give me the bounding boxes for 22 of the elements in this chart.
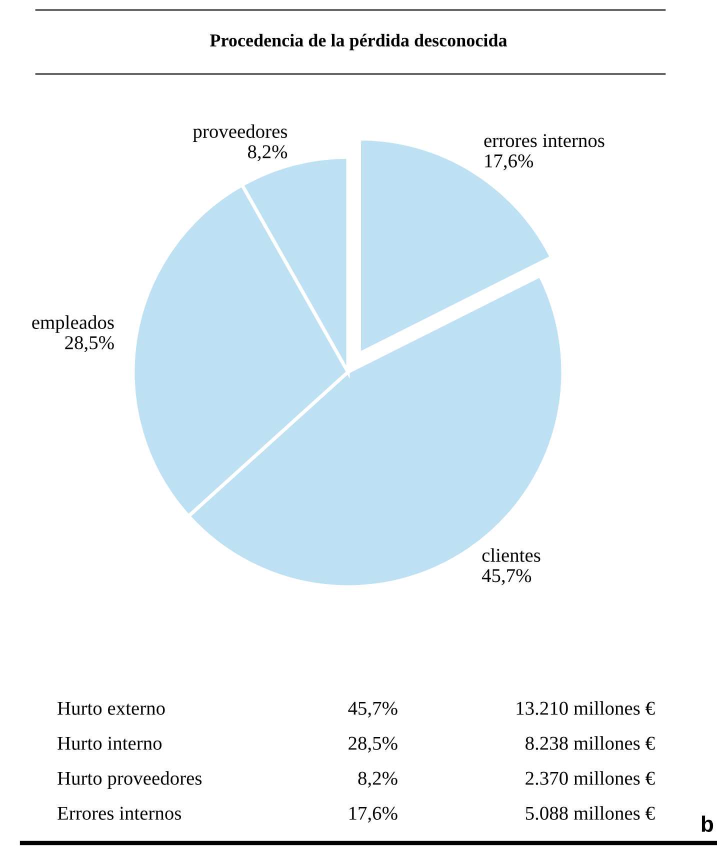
text: Hurto externo [58,702,165,715]
data-label: 8,2% [248,145,288,162]
text: 17,6% [349,806,398,823]
text: Errores internos [58,806,182,820]
chart-title: Procedencia de la pérdida desconocida [210,34,508,50]
text: 2.370 millones € [526,771,655,785]
text: b [702,816,714,832]
text: 13.210 millones € [516,701,655,715]
slice-label: clientes [482,548,540,562]
text: Hurto proveedores [58,771,202,789]
text: Hurto interno [58,736,162,750]
data-label: 45,7% [482,569,532,586]
data-label: 17,6% [485,154,534,170]
text: 8,2% [358,772,398,788]
slice-label: empleados [32,315,114,333]
slice-label: proveedores [193,124,288,142]
text: 8.238 millones € [526,736,655,750]
text: 28,5% [348,736,398,753]
slice-label: errores internos [484,134,604,148]
data-label: 28,5% [65,336,114,352]
text: 45,7% [348,702,398,718]
text: 5.088 millones € [526,806,655,820]
